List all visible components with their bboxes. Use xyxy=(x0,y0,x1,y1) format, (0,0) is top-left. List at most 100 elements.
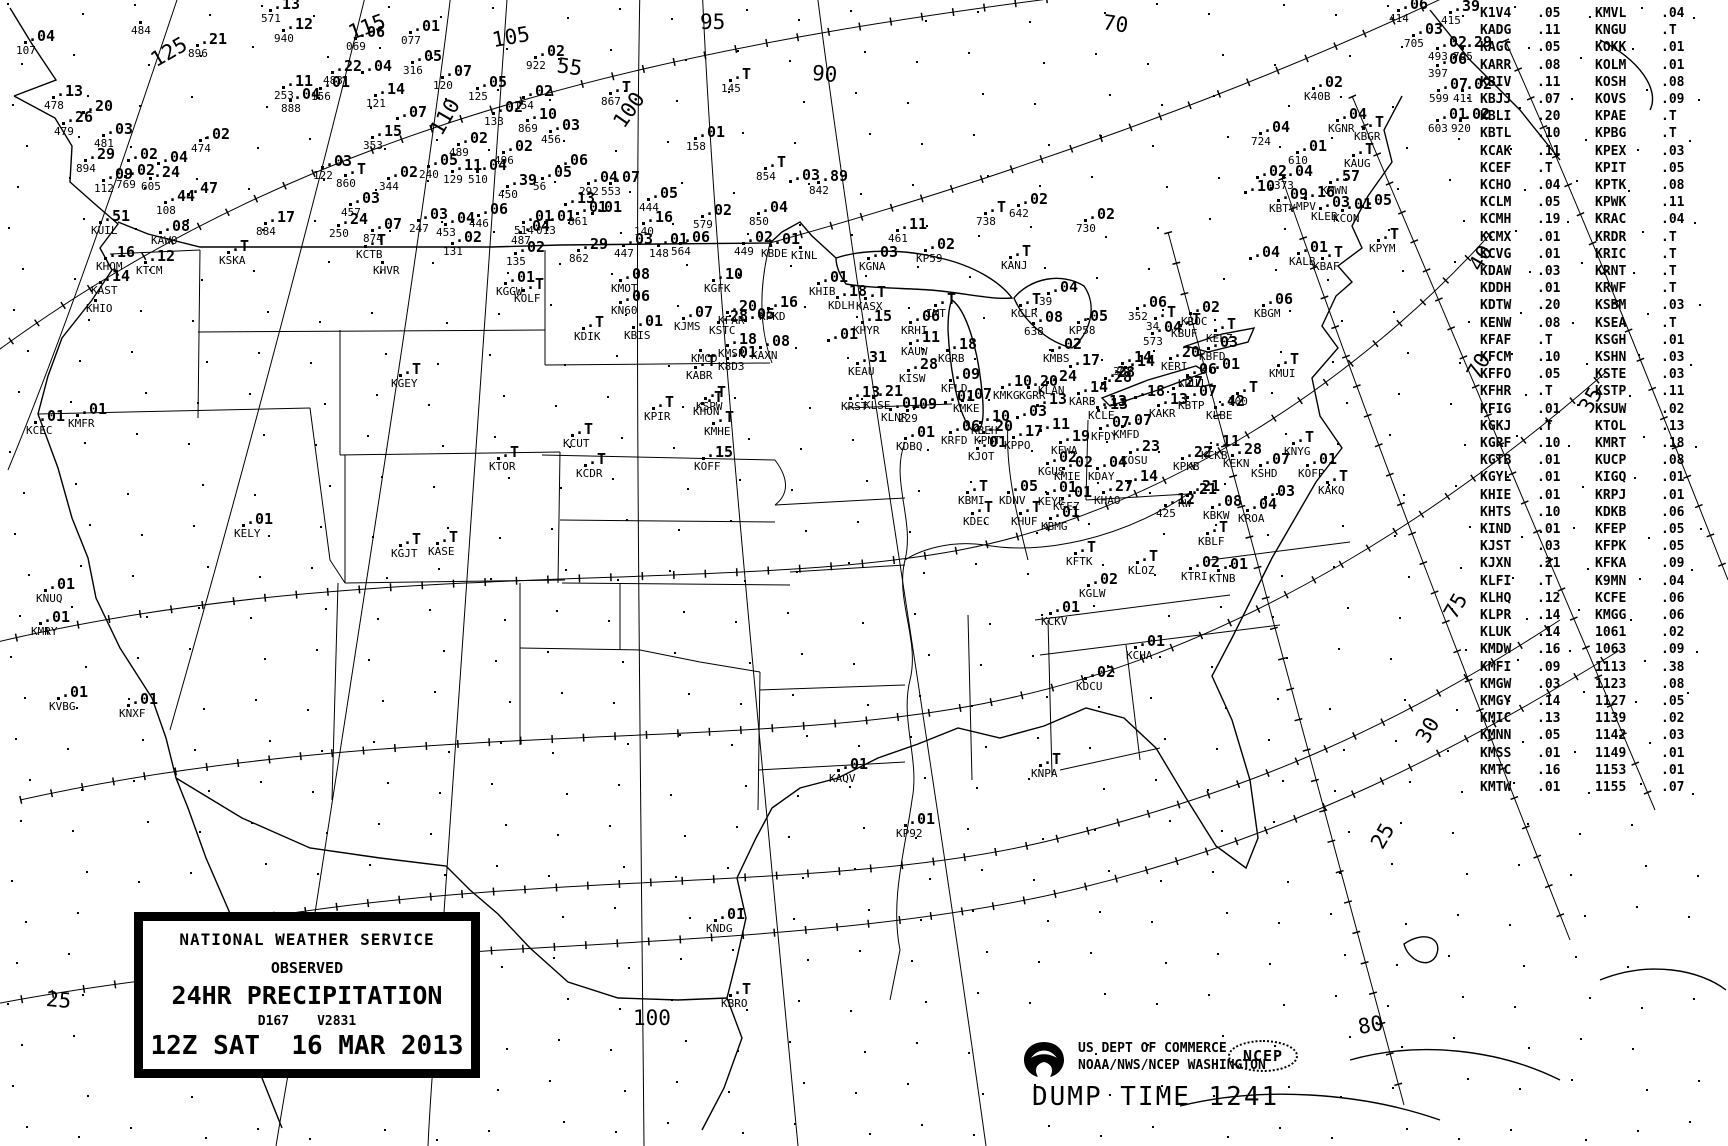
precip-value: .T xyxy=(1366,113,1385,131)
graticule-dot xyxy=(1569,650,1571,652)
graticule-dot xyxy=(1269,963,1271,965)
graticule-dot xyxy=(919,695,921,697)
station-list-entry: K1V4.05 xyxy=(1480,6,1560,21)
station-dot xyxy=(1186,494,1189,497)
station-dot xyxy=(817,181,820,184)
graticule-dot xyxy=(1282,780,1284,782)
graticule-dot xyxy=(679,734,681,736)
list-precip-value: .11 xyxy=(1537,74,1561,90)
graticule-dot xyxy=(1272,616,1274,618)
graticule-dot xyxy=(674,652,676,654)
list-precip-value: .05 xyxy=(1661,522,1685,537)
precip-value: .04 xyxy=(365,57,393,75)
station-dot xyxy=(1181,457,1184,460)
graticule-dot xyxy=(1040,390,1042,392)
station-dot xyxy=(364,245,367,248)
graticule-dot xyxy=(736,826,738,828)
graticule-dot xyxy=(1647,313,1649,315)
graticule-dot xyxy=(1100,135,1102,137)
list-station-id: KFKA xyxy=(1595,556,1627,572)
station-list-entry: KFAF .T xyxy=(1480,333,1553,348)
graticule-dot xyxy=(17,186,19,188)
list-precip-value: .20 xyxy=(1537,109,1561,125)
station-dot xyxy=(1084,677,1087,680)
graticule-dot xyxy=(491,783,493,785)
precip-value: .11 xyxy=(1043,415,1071,433)
station-id: KDCU xyxy=(1076,680,1103,693)
graticule-dot xyxy=(146,616,148,618)
station-list-entry: KCMX .01 xyxy=(1480,230,1560,245)
graticule-dot xyxy=(1514,1006,1516,1008)
station-id: KDUJ xyxy=(1178,377,1205,390)
station-id: KGJT xyxy=(391,547,418,560)
station-list-entry: KDDH .01 xyxy=(1480,281,1560,296)
list-precip-value: .03 xyxy=(1537,264,1561,279)
list-station-id: KSHN xyxy=(1595,350,1627,365)
station-id: 724 xyxy=(1251,135,1271,148)
station-id: 850 xyxy=(749,215,769,228)
graticule-dot xyxy=(1402,270,1404,272)
station-list-entry: KFEP .05 xyxy=(1595,522,1684,537)
station-dot xyxy=(1127,481,1130,484)
precip-value: .T xyxy=(1356,140,1375,158)
graticule-dot xyxy=(1152,145,1154,147)
graticule-dot xyxy=(1227,136,1229,138)
station-dot xyxy=(764,167,767,170)
station-dot xyxy=(344,174,347,177)
graticule-dot xyxy=(86,871,88,873)
station-list-entry: KIGQ .01 xyxy=(1595,470,1684,485)
graticule-dot xyxy=(1518,864,1520,866)
precip-value: .18 xyxy=(730,330,758,348)
graticule-dot xyxy=(680,958,682,960)
precip-value: .17 xyxy=(1016,422,1044,440)
station-id: KAQV xyxy=(829,772,856,785)
graticule-dot xyxy=(916,1042,918,1044)
station-id: KTOR xyxy=(489,460,516,473)
precip-value: .20 xyxy=(86,97,114,115)
graticule-dot xyxy=(1280,351,1282,353)
precip-value: .01 xyxy=(323,73,351,91)
graticule-dot xyxy=(1637,1130,1639,1132)
graticule-dot xyxy=(1512,577,1514,579)
station-id: KFWA xyxy=(1051,444,1078,457)
graticule-dot xyxy=(1393,311,1395,313)
list-precip-value: .06 xyxy=(1661,504,1685,520)
station-dot xyxy=(99,221,102,224)
list-precip-value: .01 xyxy=(1537,246,1561,262)
station-dot xyxy=(909,321,912,324)
station-dot xyxy=(966,491,969,494)
graticule-dot xyxy=(611,273,613,275)
graticule-dot xyxy=(1273,821,1275,823)
station-list-entry: KSTE .03 xyxy=(1595,367,1684,382)
station-id: 120 xyxy=(433,79,453,92)
graticule-dot xyxy=(1640,783,1642,785)
graticule-dot xyxy=(1330,913,1332,915)
station-dot xyxy=(82,111,85,114)
graticule-dot xyxy=(1271,392,1273,394)
graticule-dot xyxy=(76,707,78,709)
list-station-id: KRIC xyxy=(1595,246,1627,262)
precip-value: .T xyxy=(656,393,675,411)
station-dot xyxy=(946,349,949,352)
graticule-dot xyxy=(251,822,253,824)
graticule-dot xyxy=(1349,55,1351,57)
graticule-dot xyxy=(556,610,558,612)
graticule-dot xyxy=(1219,401,1221,403)
station-id: KAKR xyxy=(1149,407,1176,420)
station-id: KLNR xyxy=(881,411,908,424)
station-dot xyxy=(849,397,852,400)
station-id: 229 xyxy=(898,412,918,425)
list-precip-value: .T xyxy=(1537,384,1553,400)
station-id: KSHD xyxy=(1251,467,1278,480)
graticule-dot xyxy=(916,61,918,63)
graticule-dot xyxy=(197,402,199,404)
station-id: 344 xyxy=(379,180,399,193)
precip-value: .26 xyxy=(66,108,94,126)
graticule-dot xyxy=(1449,179,1451,181)
station-id: KDNV xyxy=(999,494,1026,507)
graticule-dot xyxy=(205,1137,207,1139)
station-dot xyxy=(1009,256,1012,259)
graticule-dot xyxy=(808,183,810,185)
precip-value: .02 xyxy=(1050,448,1078,466)
graticule-dot xyxy=(380,271,382,273)
